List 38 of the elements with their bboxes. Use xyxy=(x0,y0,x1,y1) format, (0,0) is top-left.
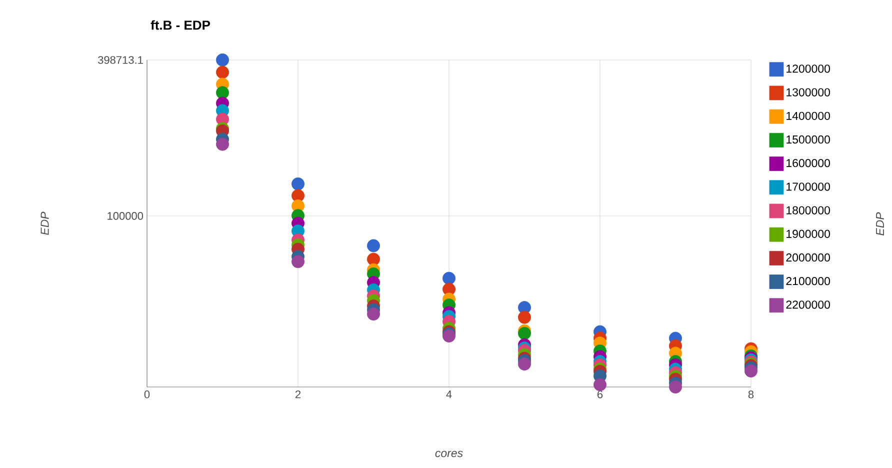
point xyxy=(668,380,682,394)
legend-label: 1400000 xyxy=(786,112,830,120)
legend-label: 1300000 xyxy=(786,88,830,96)
x-tick-label: 0 xyxy=(144,390,150,398)
legend-label: 2000000 xyxy=(786,253,830,262)
y-tick-label: 398713.1 xyxy=(98,56,143,64)
x-tick-label: 4 xyxy=(446,390,452,398)
x-axis-title: cores xyxy=(435,450,463,458)
x-tick-label: 2 xyxy=(295,390,301,398)
point xyxy=(292,255,305,268)
y-tick-label: 100000 xyxy=(108,212,144,220)
legend-label: 1200000 xyxy=(786,64,830,73)
point xyxy=(216,138,230,151)
x-tick-label: 8 xyxy=(748,390,754,398)
point xyxy=(216,53,230,66)
legend-label: 1900000 xyxy=(786,230,830,238)
x-tick-label: 6 xyxy=(598,390,603,398)
point xyxy=(518,358,531,371)
legend-label: 1500000 xyxy=(786,135,830,144)
legend-label: 2200000 xyxy=(786,300,830,309)
legend-label: 1600000 xyxy=(786,159,830,168)
point xyxy=(744,364,758,378)
point xyxy=(216,86,230,100)
legend-label: 2100000 xyxy=(786,277,830,286)
point xyxy=(292,177,305,190)
point xyxy=(442,272,456,285)
chart-title: ft.B - EDP xyxy=(150,20,210,30)
legend-label: 1800000 xyxy=(786,206,830,214)
point xyxy=(518,326,531,340)
point xyxy=(367,252,380,266)
point xyxy=(593,378,606,392)
point xyxy=(216,66,230,79)
y-axis-title: EDP xyxy=(40,212,49,235)
point xyxy=(367,239,380,252)
text: EDP xyxy=(876,212,884,236)
legend-label: 1700000 xyxy=(786,182,830,191)
point xyxy=(518,310,531,324)
point xyxy=(367,308,380,321)
